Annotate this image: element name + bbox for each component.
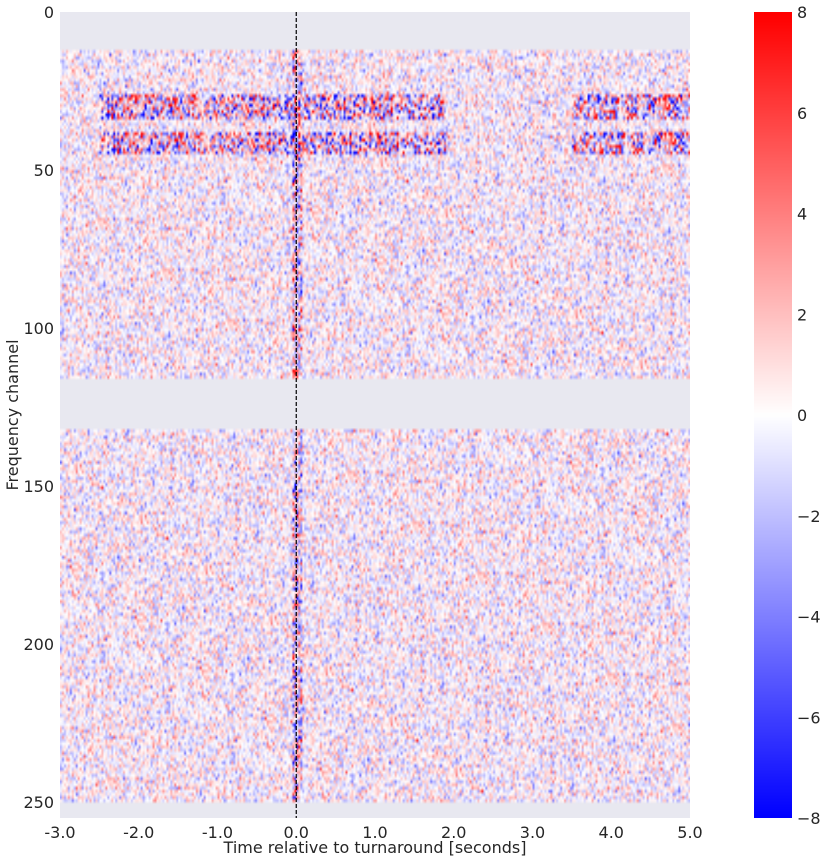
y-tick-label: 200 [23, 635, 54, 654]
colorbar-tick-label: −6 [797, 708, 821, 727]
x-tick-label: 3.0 [520, 823, 545, 842]
y-tick-label: 250 [23, 793, 54, 812]
colorbar-tick-label: 0 [797, 406, 807, 425]
y-axis-label: Frequency channel [3, 339, 22, 490]
x-tick-label: 2.0 [441, 823, 466, 842]
y-tick-group: 0 50 100 150 200 250 [23, 3, 54, 812]
y-tick-label: 150 [23, 477, 54, 496]
colorbar-tick-label: 8 [797, 3, 807, 22]
heatmap-image [60, 12, 690, 818]
colorbar-tick-label: −2 [797, 507, 821, 526]
colorbar-tick-label: 2 [797, 305, 807, 324]
y-tick-label: 100 [23, 319, 54, 338]
colorbar-tick-group: −8 −6 −4 −2 0 2 4 6 8 [797, 3, 821, 828]
x-tick-label: -1.0 [202, 823, 233, 842]
x-tick-label: 4.0 [599, 823, 624, 842]
x-tick-label: -3.0 [44, 823, 75, 842]
colorbar-tick-label: 4 [797, 205, 807, 224]
x-tick-label: -2.0 [123, 823, 154, 842]
colorbar-tick-label: −8 [797, 809, 821, 828]
x-axis-label: Time relative to turnaround [seconds] [223, 838, 527, 857]
x-tick-group: -3.0 -2.0 -1.0 0.0 1.0 2.0 3.0 4.0 5.0 [44, 823, 702, 842]
colorbar-tick-label: 6 [797, 104, 807, 123]
colorbar [754, 12, 792, 818]
x-tick-label: 0.0 [284, 823, 309, 842]
y-tick-label: 50 [34, 161, 54, 180]
y-tick-label: 0 [44, 3, 54, 22]
colorbar-tick-label: −4 [797, 608, 821, 627]
x-tick-label: 1.0 [362, 823, 387, 842]
x-tick-label: 5.0 [677, 823, 702, 842]
